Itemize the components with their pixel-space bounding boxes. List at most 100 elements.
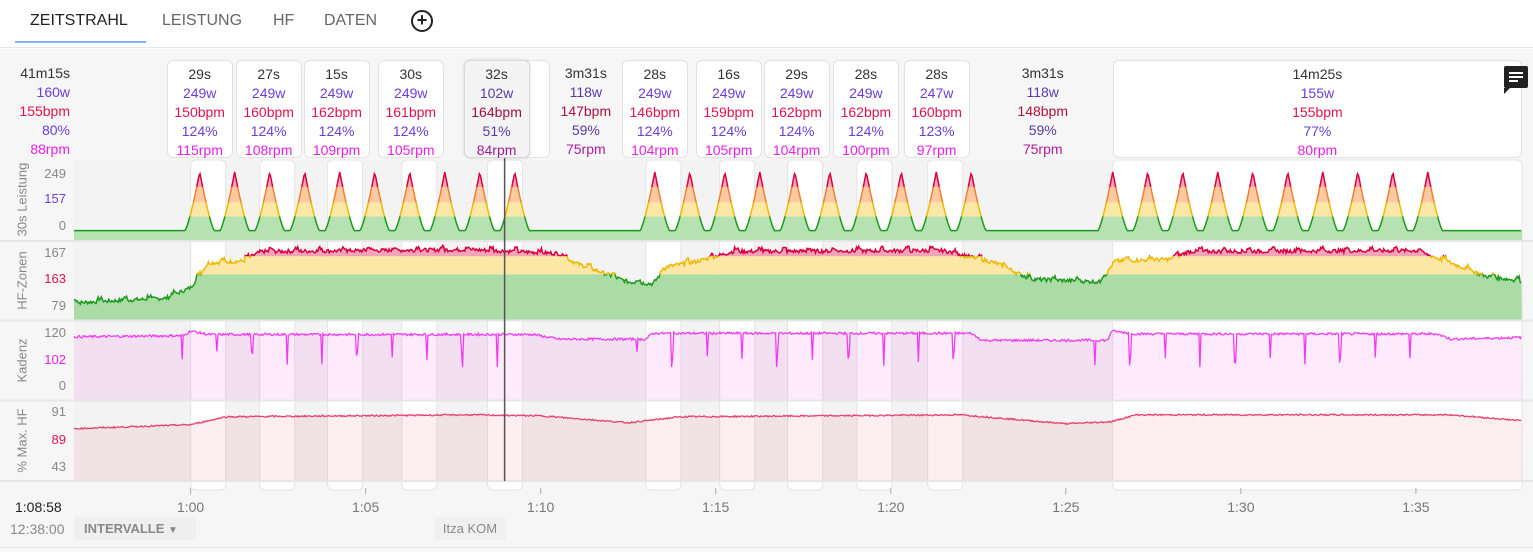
interval-column-8 [787,159,824,491]
tab-zeitstrahl[interactable]: ZEITSTRAHL [30,12,128,29]
interval-column-10 [927,159,964,491]
y-tick-label: 157 [44,191,66,206]
interval-cadence: 75rpm [565,141,606,157]
interval-cadence: 104rpm [772,142,821,158]
interval-box[interactable]: 3m31s 118w 147bpm 59% 75rpm [548,60,624,158]
interval-box[interactable]: 27s 249w 160bpm 124% 108rpm [235,60,302,158]
interval-box[interactable]: 28s 249w 146bpm 124% 104rpm [621,60,688,158]
segment-itza-kom[interactable]: Itza KOM [434,517,506,540]
interval-pct: 123% [918,123,955,139]
interval-power: 155w [1300,85,1335,101]
interval-column-0 [190,159,227,491]
interval-power: 247w [919,85,954,101]
y-tick-label: 163 [44,271,66,286]
tab-leistung[interactable]: LEISTUNG [162,12,243,29]
interval-duration: 3m31s [564,65,607,81]
y-tick-label: 167 [44,245,66,260]
x-tick-label: 1:30 [1227,499,1255,515]
intervals-dropdown[interactable]: INTERVALLE ▼ [74,517,196,540]
interval-box[interactable]: 32s 102w 164bpm 51% 84rpm [463,60,530,158]
interval-cadence: 105rpm [704,142,753,158]
summary-cadence: 88rpm [30,141,70,157]
interval-box[interactable]: 15s 249w 162bpm 124% 109rpm [303,60,370,158]
add-tab-icon[interactable]: + [411,10,433,32]
tab-hf[interactable]: HF [273,12,295,29]
interval-duration: 28s [925,66,948,82]
interval-duration: 28s [854,66,878,82]
interval-cadence: 108rpm [244,142,293,158]
interval-power: 249w [779,85,814,101]
interval-power: 102w [479,85,514,101]
interval-hr: 162bpm [840,104,892,120]
interval-box[interactable]: 29s 249w 150bpm 124% 115rpm [166,60,233,158]
interval-duration: 30s [399,66,423,82]
y-tick-label: 89 [51,432,66,447]
interval-hr: 159bpm [703,104,754,120]
interval-box[interactable]: 3m31s 118w 148bpm 59% 75rpm [1005,60,1081,158]
cursor-time: 1:08:58 [15,499,62,515]
interval-column-6 [645,159,682,491]
y-tick-label: 43 [51,459,66,474]
x-tick-label: 1:05 [352,499,380,515]
interval-box[interactable]: 16s 249w 159bpm 124% 105rpm [695,60,762,158]
interval-cadence: 84rpm [476,142,517,158]
pct-hr-area [74,414,1522,480]
interval-cadence: 105rpm [387,142,435,158]
interval-duration: 15s [325,66,348,82]
interval-hr: 150bpm [174,104,225,120]
comment-icon[interactable] [1504,66,1528,94]
interval-pct: 124% [710,123,747,139]
interval-hr: 155bpm [1292,104,1343,120]
interval-duration: 28s [643,66,667,82]
zone-fills-1 [74,245,1522,320]
y-tick-label: 79 [51,298,66,313]
summary-duration: 41m15s [20,65,70,81]
interval-power: 118w [1026,84,1059,100]
y-tick-label: 0 [58,218,66,233]
interval-power: 249w [251,85,286,101]
zone-band-0 [74,274,1522,320]
interval-power: 249w [638,85,672,101]
chevron-down-icon: ▼ [168,525,178,536]
interval-pct: 59% [571,122,600,138]
x-tick-label: 1:20 [877,499,905,515]
divider [0,547,1533,548]
interval-pct: 51% [482,123,511,139]
interval-pct: 124% [636,123,673,139]
interval-hr: 161bpm [385,104,437,120]
interval-cadence: 80rpm [1297,142,1338,158]
interval-duration: 16s [717,66,740,82]
interval-hr: 162bpm [311,104,362,120]
summary-power: 160w [36,84,70,100]
x-tick-label: 1:15 [702,499,730,515]
interval-pct: 124% [250,123,287,139]
y-tick-label: 120 [44,325,66,340]
x-tick-label: 1:00 [176,499,205,515]
tab-bar: ZEITSTRAHL LEISTUNG HF DATEN + [0,0,1533,48]
interval-box[interactable]: 14m25s 155w 155bpm 77% 80rpm [1112,60,1522,158]
summary-pct: 80% [41,122,70,138]
active-tab-indicator [15,41,146,43]
y-tick-label: 91 [51,404,66,419]
interval-box[interactable]: 28s 249w 162bpm 124% 100rpm [832,60,899,158]
interval-cadence: 115rpm [176,142,223,158]
intervals-label: INTERVALLE [84,521,165,536]
zone-band-1 [74,256,1522,275]
power-line [74,171,1522,232]
tab-daten[interactable]: DATEN [324,12,378,29]
interval-hr: 146bpm [629,104,681,120]
interval-column-2 [327,159,364,491]
interval-pct: 124% [392,123,429,139]
interval-pct: 124% [848,123,884,139]
interval-pct: 124% [318,123,355,139]
cadence-line [73,329,1522,368]
interval-duration: 3m31s [1021,65,1064,81]
interval-box[interactable]: 30s 249w 161bpm 124% 105rpm [377,60,444,158]
interval-box[interactable]: 28s 247w 160bpm 123% 97rpm [903,60,970,158]
y-tick-label: 249 [44,166,66,181]
interval-duration: 27s [257,66,280,82]
interval-hr: 164bpm [471,104,522,120]
interval-box[interactable]: 29s 249w 162bpm 124% 104rpm [763,60,830,158]
interval-power: 249w [319,85,354,101]
